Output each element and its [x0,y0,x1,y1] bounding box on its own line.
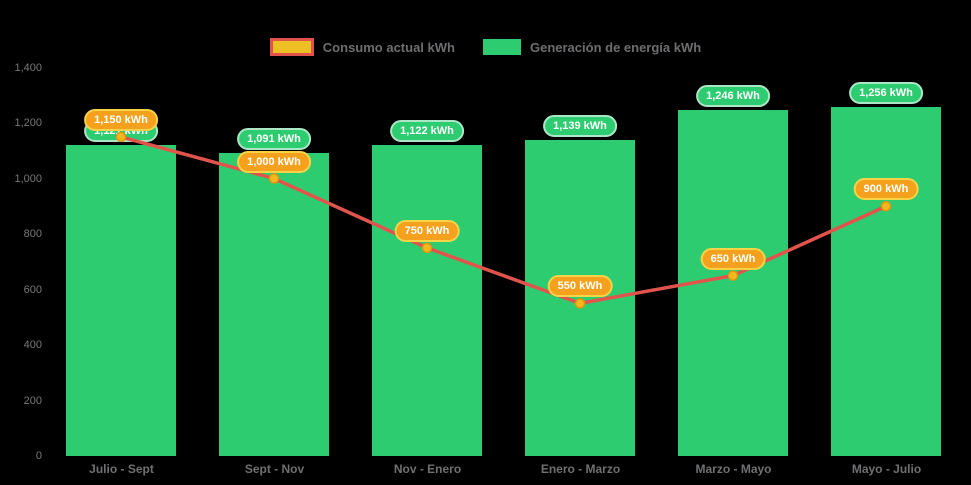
generation-bar[interactable] [66,144,176,456]
legend-label-generacion: Generación de energía kWh [529,39,702,55]
bar-value-label: 1,246 kWh [696,85,770,108]
line-value-label: 750 kWh [394,219,460,242]
legend-label-consumo: Consumo actual kWh [322,39,455,55]
bar-value-label: 1,139 kWh [543,114,617,137]
y-axis-tick-label: 0 [35,450,42,462]
x-axis-label: Enero - Marzo [540,462,621,476]
generation-bar[interactable] [525,139,635,456]
generation-bar[interactable] [831,107,941,456]
x-axis-label: Nov - Enero [393,462,462,476]
legend-swatch-consumo [269,38,314,56]
y-axis-tick-label: 400 [23,339,42,351]
y-axis-tick-label: 600 [23,283,42,296]
y-axis-tick-label: 1,400 [14,61,42,74]
legend-swatch-generacion [482,39,521,55]
legend: Consumo actual kWh Generación de energía… [0,38,971,56]
x-axis-label: Marzo - Mayo [695,462,772,476]
legend-item-generacion[interactable]: Generación de energía kWh [482,39,702,55]
y-axis-tick-label: 800 [23,228,42,240]
generation-bar[interactable] [678,110,788,456]
bar-value-label: 1,122 kWh [390,119,464,142]
bar-value-label: 1,091 kWh [237,128,311,151]
line-value-label: 650 kWh [700,247,766,270]
generation-bar[interactable] [372,144,482,456]
generation-bar[interactable] [219,153,329,456]
line-value-label: 1,150 kWh [84,108,158,131]
y-axis-tick-label: 1,200 [14,117,42,129]
x-axis-label: Julio - Sept [89,462,154,476]
line-value-label: 1,000 kWh [237,150,311,173]
legend-item-consumo[interactable]: Consumo actual kWh [269,38,455,56]
y-axis-tick-label: 1,000 [14,172,42,185]
x-axis-label: Mayo - Julio [851,462,922,476]
line-value-label: 550 kWh [547,275,613,298]
bar-value-label: 1,256 kWh [849,82,923,105]
y-axis-tick-label: 200 [23,394,42,407]
line-value-label: 900 kWh [853,178,919,201]
x-axis-label: Sept - Nov [244,462,305,476]
